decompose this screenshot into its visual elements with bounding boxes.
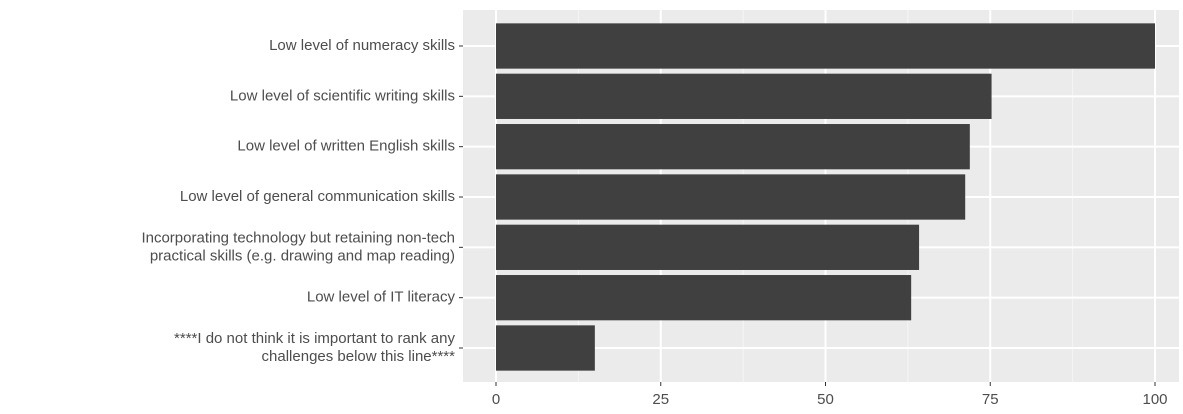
y-tick-label-4: Incorporating technology but retaining n… xyxy=(141,229,455,264)
y-tick-label-line: ****I do not think it is important to ra… xyxy=(174,330,455,347)
bar-4 xyxy=(496,224,920,270)
y-tick-label-2: Low level of written English skills xyxy=(237,138,455,155)
bar-2 xyxy=(496,124,970,170)
bar-1 xyxy=(496,73,992,119)
y-tick-label-line: Incorporating technology but retaining n… xyxy=(141,229,455,246)
bar-5 xyxy=(496,275,912,321)
x-tick-label-0: 0 xyxy=(492,391,500,408)
x-tick-label-3: 75 xyxy=(982,391,999,408)
bars xyxy=(496,23,1155,371)
y-tick-label-0: Low level of numeracy skills xyxy=(269,37,455,54)
x-tick-label-4: 100 xyxy=(1142,391,1167,408)
y-tick-label-line: Low level of scientific writing skills xyxy=(230,87,455,104)
y-tick-label-3: Low level of general communication skill… xyxy=(180,188,455,205)
x-tick-label-2: 50 xyxy=(817,391,834,408)
y-tick-label-line: Low level of written English skills xyxy=(237,138,455,155)
y-tick-label-line: challenges below this line**** xyxy=(262,348,456,365)
x-axis: 0 25 50 75 100 xyxy=(492,382,1168,408)
y-tick-label-line: practical skills (e.g. drawing and map r… xyxy=(150,247,455,264)
y-tick-label-5: Low level of IT literacy xyxy=(307,289,456,306)
y-tick-label-6: ****I do not think it is important to ra… xyxy=(174,330,455,365)
x-tick-label-1: 25 xyxy=(652,391,669,408)
y-axis: Low level of numeracy skills Low level of… xyxy=(141,37,463,365)
bar-6 xyxy=(496,325,595,371)
bar-0 xyxy=(496,23,1155,69)
y-tick-label-1: Low level of scientific writing skills xyxy=(230,87,455,104)
y-tick-label-line: Low level of IT literacy xyxy=(307,289,456,306)
y-tick-label-line: Low level of numeracy skills xyxy=(269,37,455,54)
bar-3 xyxy=(496,174,966,220)
y-tick-label-line: Low level of general communication skill… xyxy=(180,188,455,205)
